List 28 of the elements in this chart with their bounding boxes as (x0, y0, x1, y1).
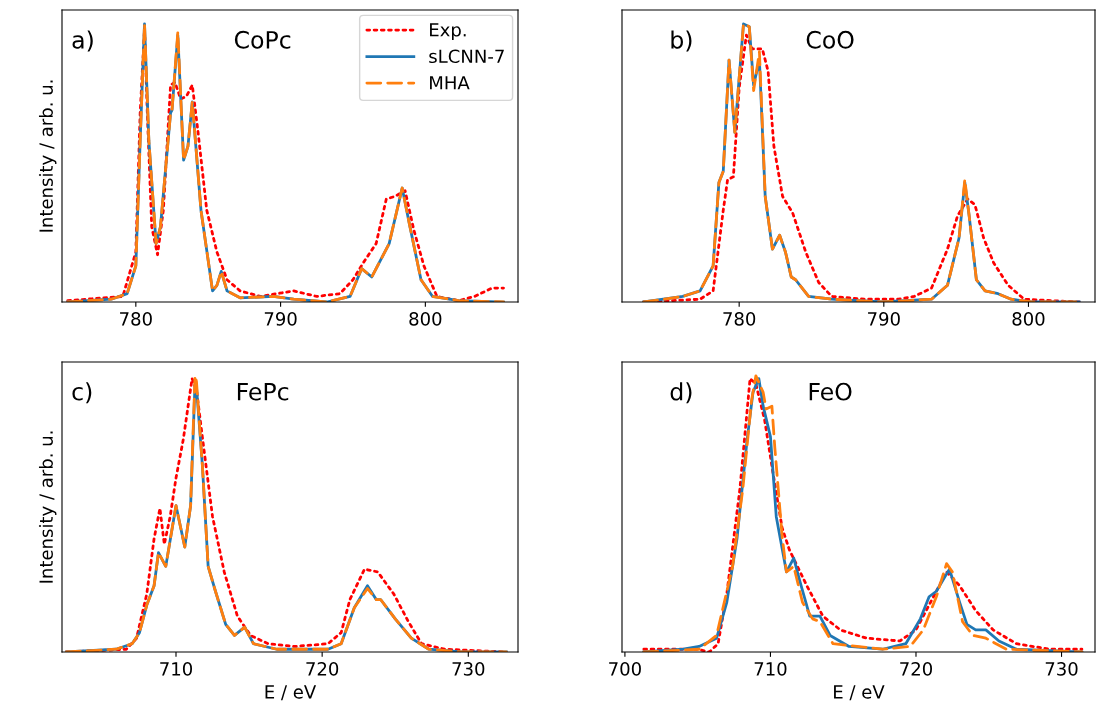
y-axis-title: Intensity / arb. u. (38, 431, 57, 583)
legend-label: MHA (430, 76, 470, 90)
chart-title: CoPc (234, 30, 291, 49)
x-axis-title: E / eV (834, 685, 885, 701)
chart-title: FeO (809, 382, 852, 401)
x-axis-title: E / eV (265, 685, 317, 701)
chart-title: FePc (237, 383, 289, 401)
legend-label: Exp. (430, 23, 466, 41)
chart-title: CoO (806, 30, 854, 49)
annotation: c) (72, 382, 92, 404)
x-tick-label: 700 (609, 662, 641, 676)
x-tick-label: 720 (306, 662, 339, 676)
x-tick-label: 800 (409, 312, 442, 326)
x-tick-label: 730 (452, 662, 485, 676)
x-tick-label: 790 (264, 312, 297, 326)
x-tick-label: 710 (160, 662, 193, 676)
x-tick-label: 710 (754, 662, 787, 676)
x-tick-label: 800 (1012, 312, 1045, 326)
x-tick-label: 720 (900, 662, 933, 676)
legend-label: sLCNN-7 (429, 49, 504, 64)
x-tick-label: 780 (120, 312, 152, 326)
x-tick-label: 790 (868, 312, 900, 326)
annotation: a) (72, 30, 93, 52)
annotation: d) (670, 382, 692, 404)
x-tick-label: 730 (1045, 662, 1078, 676)
y-axis-title: Intensity / arb. u. (38, 80, 57, 232)
annotation: b) (671, 30, 692, 52)
x-tick-label: 780 (723, 312, 756, 326)
